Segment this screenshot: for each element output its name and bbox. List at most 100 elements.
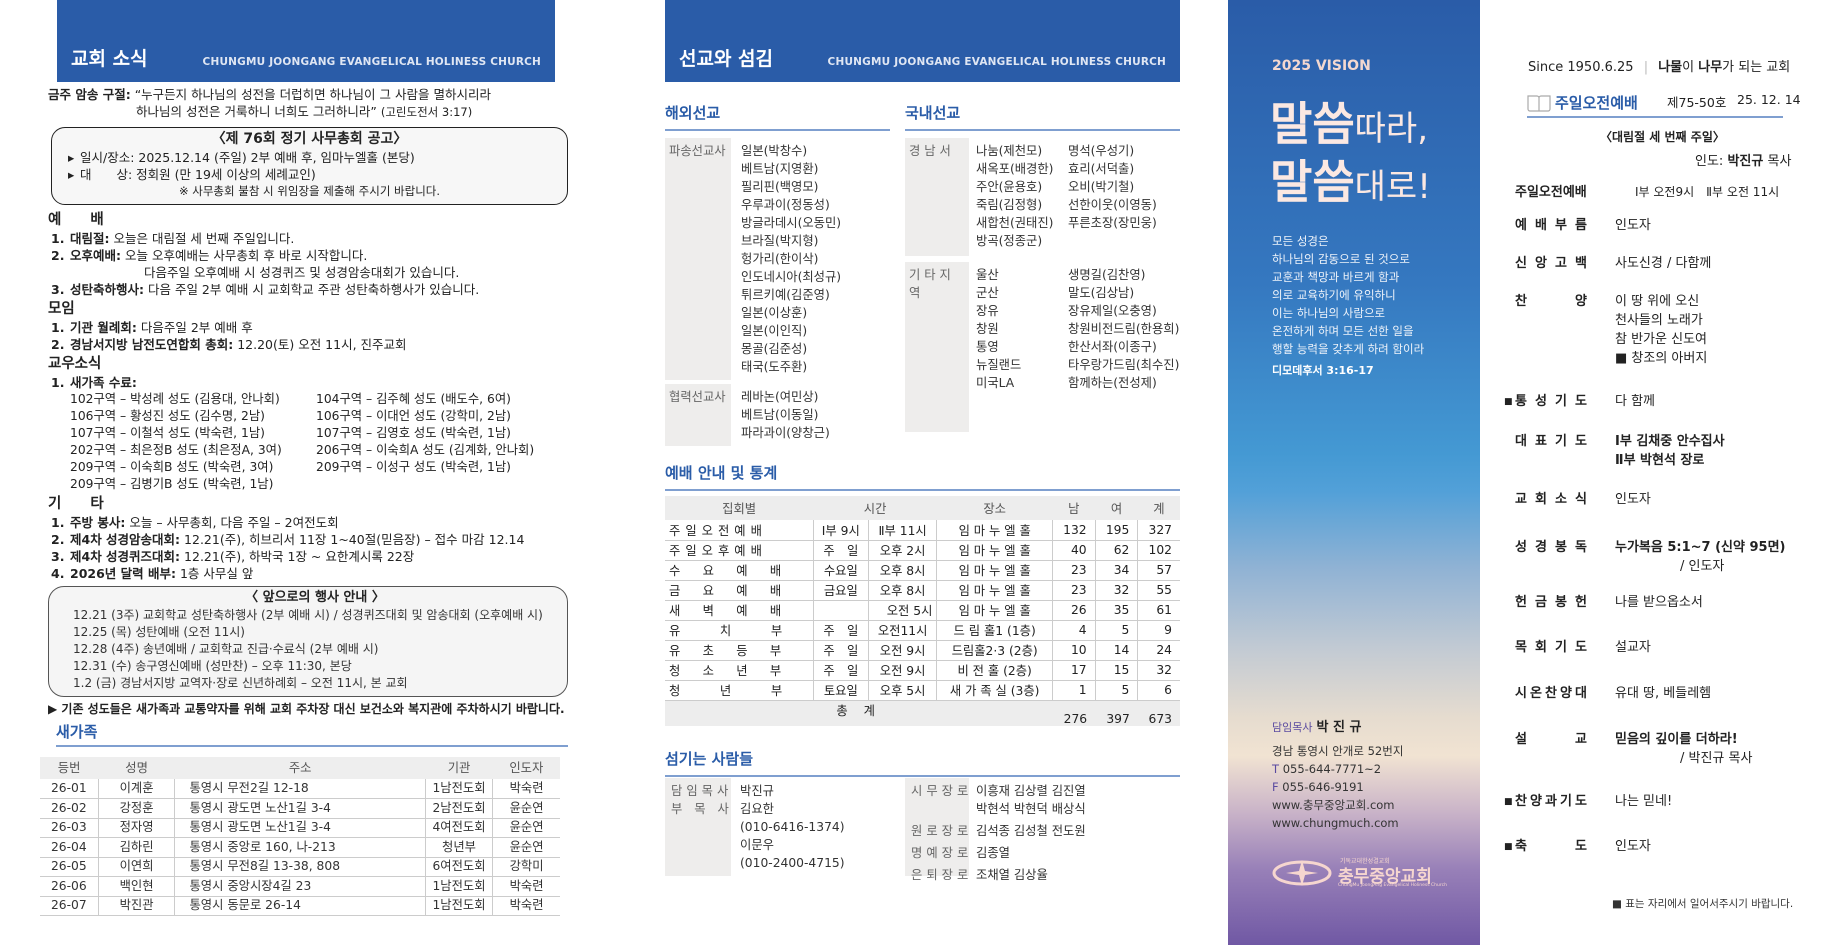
order-label-char: 기 [1555,434,1567,449]
order-label-char: 백 [1575,256,1587,271]
order-label-char: 도 [1575,794,1587,809]
order-label-char: 찬 [1515,794,1527,809]
order-value-text: 유대 땅, 베들레헴 [1615,686,1712,701]
table-cell: 윤순연 [492,798,560,819]
table-cell: 1남전도회 [424,876,493,897]
members-section: 교우소식 1. 새가족 수료: 102구역 – 박성례 성도 (김용대, 안나회)… [48,355,568,493]
general-meeting-notice: 〈제 76회 정기 사무총회 공고〉 일시/장소: 2025.12.14 (주일… [51,127,568,205]
column-header: 주소 [174,757,426,779]
mission-list: 명석(우성기) 효리(서덕출) 오비(박기철) 선한이웃(이영동) 푸른초장(장민웅) [1068,142,1157,232]
notice-row: 일시/장소: 2025.12.14 (주일) 2부 예배 후, 임마누엘홀 (본… [62,149,557,166]
servant-role: 명예장로 [911,846,973,860]
logo-english: ChungMu JoongAng Evangelical Holiness Ch… [1338,883,1447,888]
vision-verse-ref: 디모데후서 3:16-17 [1272,364,1374,377]
verse-line: 이는 하나님의 사람으로 [1272,306,1386,320]
member-entry: 209구역 – 김병기B 성도 (박숙련, 1남) [70,477,274,491]
table-cell: 26-01 [40,779,99,799]
mission-item: 창원비전드림(한용희) [1068,322,1180,336]
mission-item: 장유제일(오충영) [1068,304,1157,318]
stats-title: 예배 안내 및 통계 [665,462,1180,491]
table-cell: 오전 9시 [867,660,937,681]
table-cell: 61 [1137,600,1180,621]
contact-info: 경남 통영시 안개로 52번지 T 055-644-7771~2 F 055-6… [1272,742,1403,832]
mission-item: 죽림(김정형) [976,198,1043,212]
standing-footnote: ■ 표는 자리에서 일어서주시기 바랍니다. [1612,898,1794,910]
order-label-char: 교 [1515,492,1527,507]
order-label-char: 목 [1515,640,1527,655]
order-value-text: 나는 믿네! [1615,794,1673,809]
table-cell: 드 림 홀1 (1층) [936,620,1053,641]
column-header: 성명 [98,757,175,779]
bulletin-header: 주일오전예배 제75-50호 25. 12. 14 [1527,90,1801,118]
table-cell: 9 [1137,620,1180,641]
news-item: 1. 기관 월례회: 다음주일 2부 예배 후 [48,319,568,336]
column-header: 등번 [40,757,99,779]
total-male: 276 [1052,700,1096,726]
table-cell: 임 마 누 엘 홀 [936,560,1053,581]
column-header: 시간 [813,496,937,520]
mission-item: 몽골(김준성) [741,342,808,356]
members-grid: 102구역 – 박성례 성도 (김용대, 안나회) 104구역 – 김주혜 성도 … [48,391,568,493]
table-header-row: 집회별 시간 장소 남 여 계 [665,496,1180,520]
order-label-char: 헌 [1575,595,1587,610]
order-value: 유대 땅, 베들레헴 [1615,684,1711,703]
member-entry: 209구역 – 이숙희B 성도 (박숙련, 3여) [70,460,274,474]
order-value-line: 믿음의 깊이를 더하라! [1615,732,1738,747]
motto-part: 나무 [1698,60,1723,75]
column-header: 장소 [936,496,1053,520]
memory-verse-cont: 하나님의 성전은 거룩하니 너희도 그러하니라” (고린도전서 3:17) [48,103,568,121]
mission-item: 헝가리(한이삭) [741,252,819,266]
mission-item: 한산서좌(이종구) [1068,340,1157,354]
pastor-label: 담임목사 [1272,721,1313,734]
group-label: 협력선교사 [665,384,731,446]
mission-item: 선한이웃(이영동) [1068,198,1157,212]
phone-number: 055-644-7771~2 [1282,762,1382,776]
item-label: 제4차 성경암송대회: [70,532,181,547]
order-label-char: 성 [1535,394,1547,409]
section-title: 예 배 [48,212,104,228]
table-row: 26-02 강정훈 통영시 광도면 노산1길 3-4 2남전도회 윤순연 [40,798,560,819]
order-label-char: 교 [1575,732,1587,747]
section-title: 기 타 [48,496,104,512]
website[interactable]: www.chungmuch.com [1272,816,1399,830]
church-logo: 기독교대한성결교회 충무중앙교회 ChungMu JoongAng Evange… [1272,852,1447,892]
table-cell: 통영시 광도면 노산1길 3-4 [174,818,426,838]
mission-item: 미국LA [976,376,1015,390]
event-item: 12.21 (3주) 교회학교 성탄축하행사 (2부 예배 시) / 성경퀴즈대… [73,608,543,622]
order-label-char: 찬 [1545,686,1557,701]
mission-item: 주안(윤용호) [976,180,1043,194]
table-cell: 청 소 년 부 [665,660,814,681]
mission-item: 장유 [976,304,999,318]
table-row: 26-07 박진관 통영시 동문로 26-14 1남전도회 박숙련 [40,896,560,916]
table-cell: 17 [1051,660,1096,681]
mission-item: 일본(이상훈) [741,306,808,320]
servant-name: 김석종 김성철 전도원 [976,824,1086,838]
table-cell: 10 [1051,640,1096,661]
order-value-line: 이 땅 위에 오신 [1615,294,1700,309]
mission-item: 함께하는(전성제) [1068,376,1157,390]
fax: F 055-646-9191 [1272,778,1403,796]
order-label-char: 봉 [1555,540,1567,555]
table-cell: 1남전도회 [424,779,493,799]
church-motto: Since 1950.6.25 | 나물이 나무가 되는 교회 [1528,56,1790,75]
table-cell: 4 [1051,620,1096,641]
order-label-char: 기 [1560,794,1572,809]
mission-item: 인도네시아(최성규) [741,270,842,284]
order-label-char: 고 [1555,256,1567,271]
table-cell: 김하린 [97,837,175,858]
table-cell: 새 벽 예 배 [665,600,814,621]
table-cell: 토요일 [812,680,869,701]
item-label: 기관 월례회: [70,320,137,335]
item-label: 성탄축하행사: [70,282,144,297]
table-cell: 이연희 [97,857,175,877]
website-korean[interactable]: www.충무중앙교회.com [1272,798,1395,812]
table-cell: 26 [1051,600,1096,621]
table-cell: Ⅱ부 11시 [867,520,937,541]
verse-line: 모든 성경은 [1272,234,1329,248]
column-header: 남 [1052,496,1096,520]
order-value: 나를 받으옵소서 [1615,593,1703,612]
motto-part: 가 되는 교회 [1722,60,1791,75]
